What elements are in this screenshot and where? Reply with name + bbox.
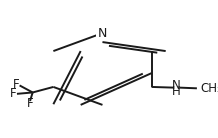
Text: H: H (172, 85, 181, 98)
Text: F: F (13, 78, 20, 91)
Text: F: F (27, 97, 33, 110)
Text: F: F (10, 87, 17, 100)
Text: N: N (98, 27, 107, 40)
Text: CH₃: CH₃ (201, 82, 218, 95)
Text: N: N (172, 79, 181, 92)
